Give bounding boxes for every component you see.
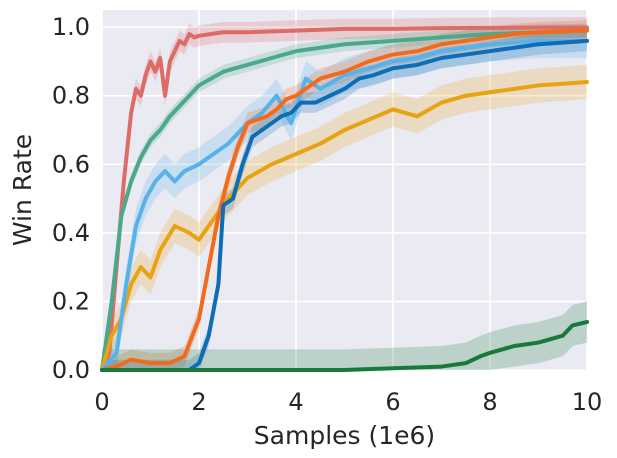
series-7-line: [100, 320, 589, 372]
y-tick-label: 1.0: [52, 13, 90, 41]
x-tick-label: 8: [482, 388, 497, 416]
y-tick-label: 0.0: [52, 356, 90, 384]
x-tick-labels: 0 2 4 6 8 10: [94, 388, 602, 416]
series-6-band: [102, 30, 587, 370]
series-6-line: [100, 38, 589, 372]
grid-lines: [101, 10, 588, 371]
series-2-line: [100, 28, 589, 372]
x-tick-label: 4: [288, 388, 303, 416]
series-1-band: [102, 17, 587, 370]
x-tick-label: 6: [385, 388, 400, 416]
y-axis-label: Win Rate: [8, 134, 37, 246]
y-tick-label: 0.4: [52, 219, 90, 247]
series-5-line: [100, 28, 589, 372]
series-3-band: [102, 64, 587, 370]
y-tick-label: 0.6: [52, 150, 90, 178]
y-tick-label: 0.2: [52, 287, 90, 315]
series-3-line: [100, 80, 589, 372]
x-tick-label: 0: [94, 388, 109, 416]
x-tick-label: 2: [191, 388, 206, 416]
x-tick-label: 10: [572, 388, 603, 416]
series-1-line: [100, 25, 589, 372]
series-7-band: [102, 301, 587, 370]
confidence-bands: [102, 17, 587, 371]
y-tick-label: 0.8: [52, 82, 90, 110]
series-4-line: [100, 38, 589, 372]
x-axis-label: Samples (1e6): [254, 421, 435, 450]
series-lines: [100, 25, 589, 372]
y-tick-labels: 0.0 0.2 0.4 0.6 0.8 1.0: [52, 13, 90, 384]
